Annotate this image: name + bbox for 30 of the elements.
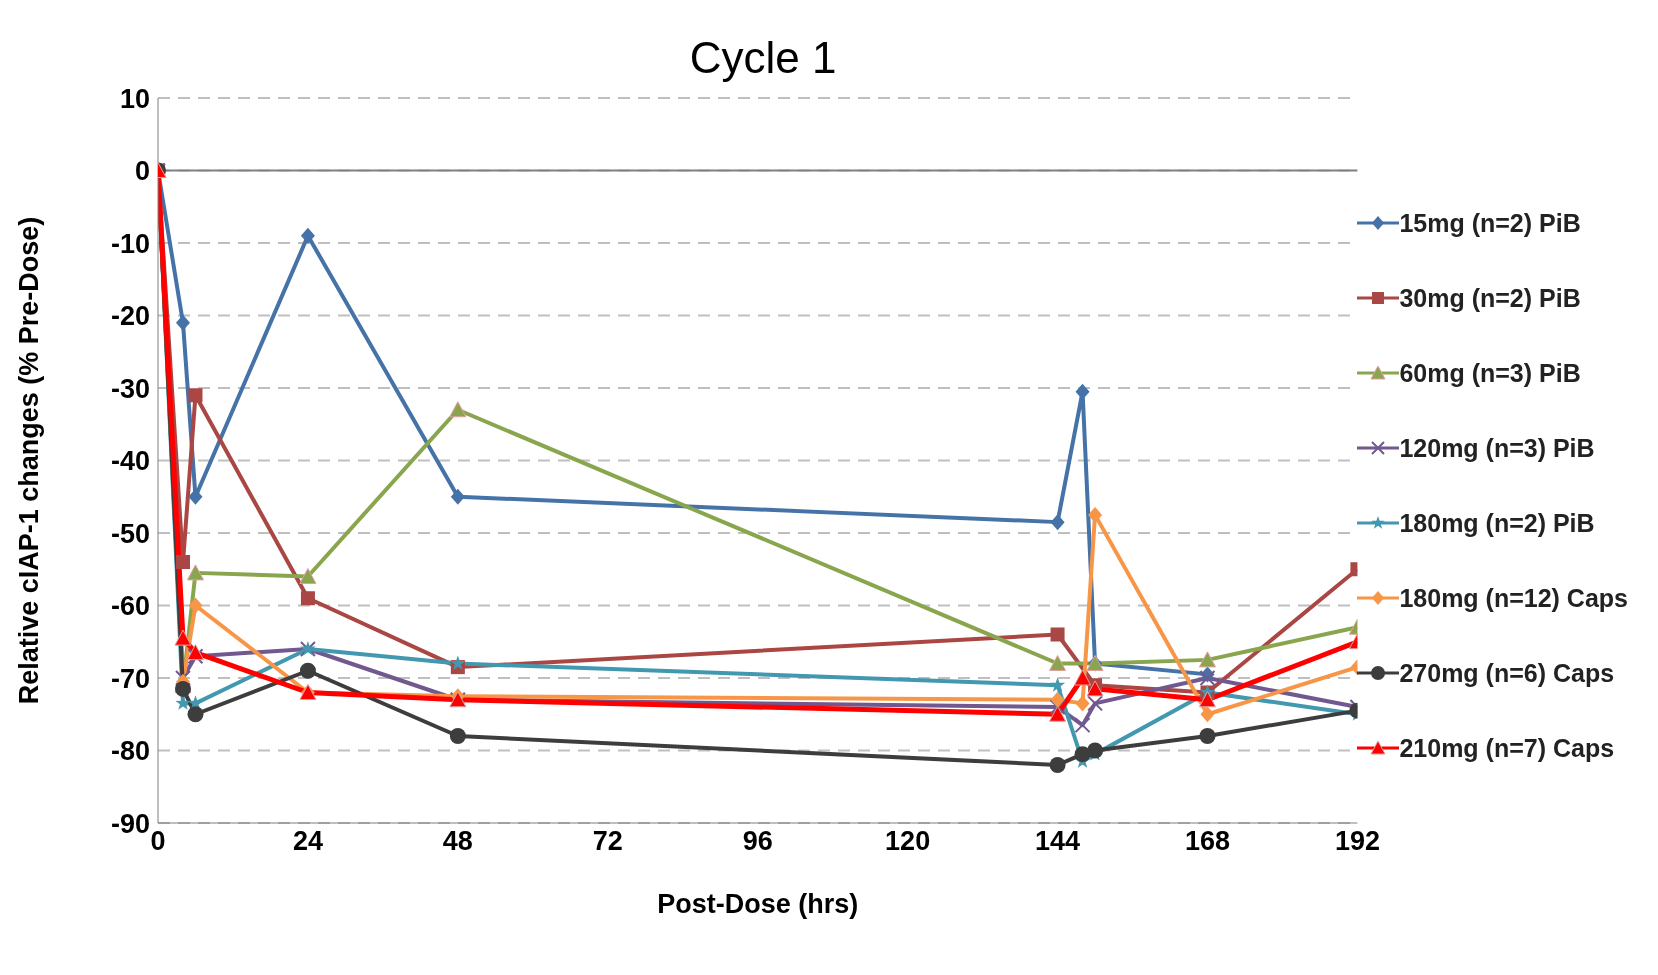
y-tick-label: -10 xyxy=(110,228,150,259)
y-tick-label: -70 xyxy=(110,663,150,694)
y-tick-label: -60 xyxy=(110,591,150,622)
y-tick-label: 10 xyxy=(119,83,150,114)
x-tick-label: 144 xyxy=(1035,826,1081,857)
y-axis-title: Relative cIAP-1 changes (% Pre-Dose) xyxy=(13,216,44,705)
legend-label: 180mg (n=2) PiB xyxy=(1399,508,1595,538)
y-tick-label: -90 xyxy=(110,808,150,839)
x-tick-label: 72 xyxy=(592,826,623,857)
y-tick-label: -50 xyxy=(110,518,150,549)
legend-label: 30mg (n=2) PiB xyxy=(1399,283,1581,313)
chart-title: Cycle 1 xyxy=(688,33,838,83)
y-tick-label: -30 xyxy=(110,373,150,404)
x-tick-label: 24 xyxy=(292,826,323,857)
y-tick-label: 0 xyxy=(134,156,150,187)
legend-label: 210mg (n=7) Caps xyxy=(1399,733,1615,763)
legend-label: 270mg (n=6) Caps xyxy=(1399,658,1615,688)
x-tick-label: 96 xyxy=(742,826,773,857)
y-tick-label: -20 xyxy=(110,301,150,332)
x-axis-title: Post-Dose (hrs) xyxy=(657,889,859,919)
y-tick-label: -40 xyxy=(110,446,150,477)
x-tick-label: 192 xyxy=(1334,826,1380,857)
legend-label: 120mg (n=3) PiB xyxy=(1399,433,1595,463)
legend-label: 15mg (n=2) PiB xyxy=(1399,208,1581,238)
x-tick-label: 168 xyxy=(1184,826,1231,857)
legend-label: 180mg (n=12) Caps xyxy=(1399,583,1628,613)
legend-label: 60mg (n=3) PiB xyxy=(1399,358,1581,388)
x-tick-label: 120 xyxy=(885,826,931,857)
x-tick-label: 48 xyxy=(442,826,473,857)
y-tick-label: -80 xyxy=(110,736,150,767)
